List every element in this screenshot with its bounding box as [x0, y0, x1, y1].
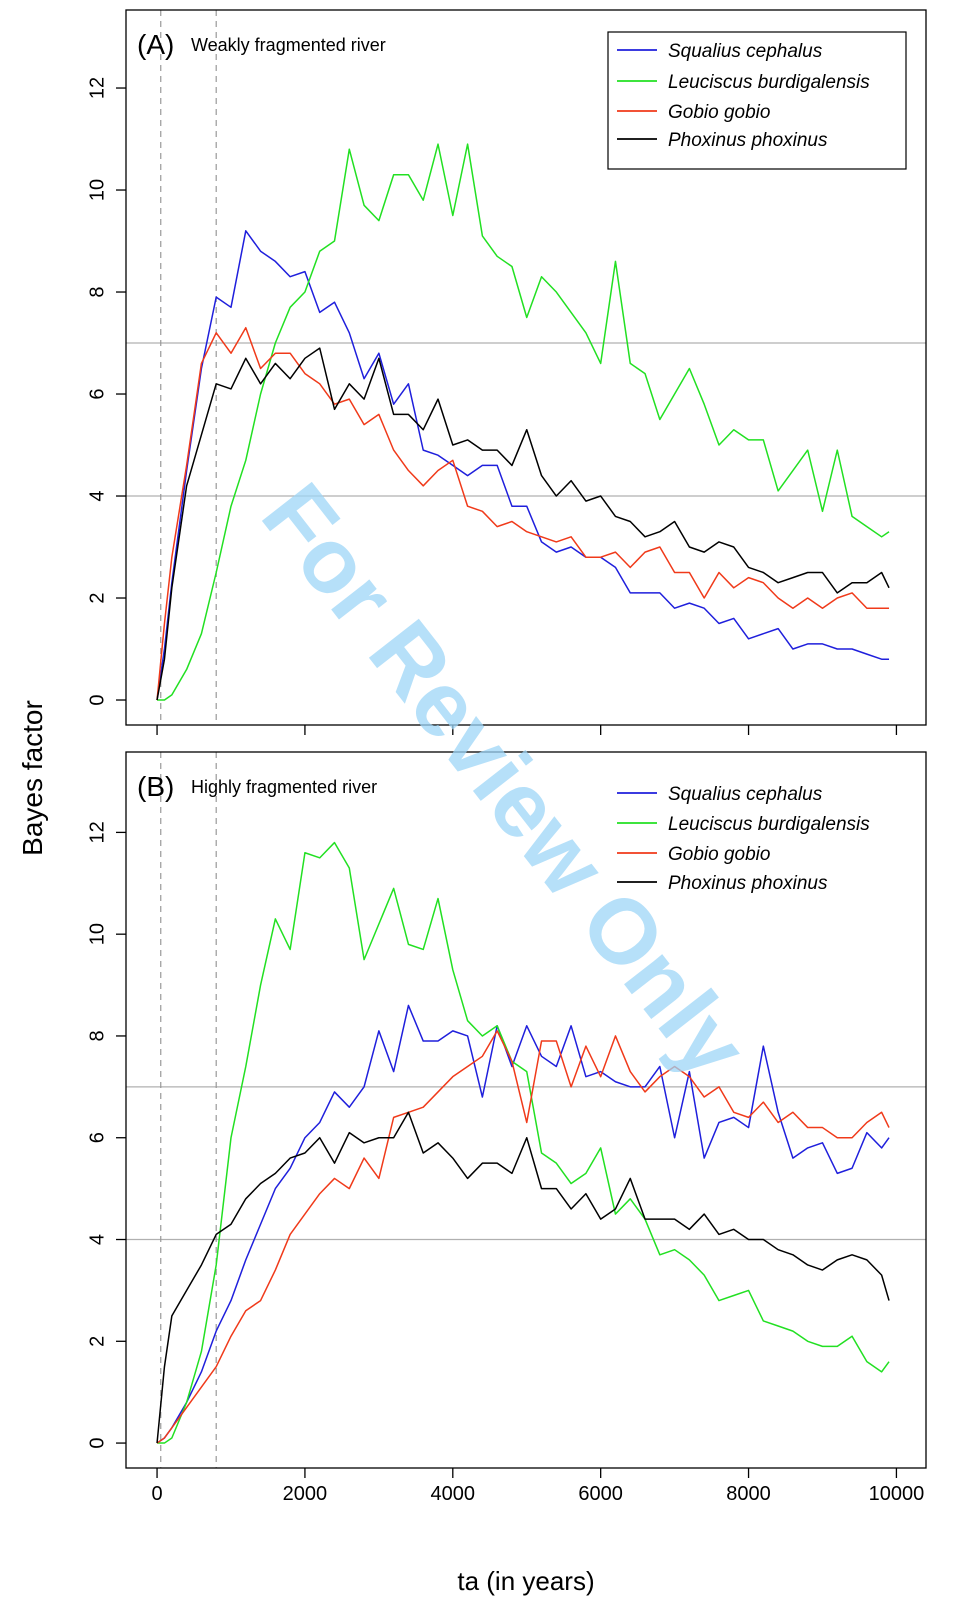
- series-line: [156, 1004, 890, 1444]
- legend-label: Leuciscus burdigalensis: [668, 814, 870, 835]
- x-tick-label: 0: [151, 1483, 162, 1505]
- series-line: [156, 230, 890, 701]
- legend-label: Phoxinus phoxinus: [668, 873, 828, 894]
- y-tick-label: 6: [86, 1132, 108, 1143]
- x-tick-label: 8000: [726, 1483, 771, 1505]
- panel-title: Weakly fragmented river: [191, 35, 386, 55]
- plot-frame: [125, 751, 927, 1469]
- y-tick-label: 2: [86, 1336, 108, 1347]
- legend-label: Squalius cephalus: [668, 784, 823, 805]
- legend-label: Gobio gobio: [668, 844, 770, 865]
- y-tick-label: 10: [86, 923, 108, 945]
- y-tick-label: 2: [86, 592, 108, 603]
- panel-title: Highly fragmented river: [191, 777, 377, 797]
- y-tick-label: 8: [86, 286, 108, 297]
- legend-label: Gobio gobio: [668, 102, 770, 123]
- series-line: [156, 347, 890, 701]
- panel-label: (B): [137, 771, 174, 802]
- legend-label: Leuciscus burdigalensis: [668, 72, 870, 93]
- series-line: [156, 1111, 890, 1444]
- legend-label: Phoxinus phoxinus: [668, 130, 828, 151]
- y-tick-label: 8: [86, 1030, 108, 1041]
- panel-label: (A): [137, 29, 174, 60]
- y-tick-label: 0: [86, 1438, 108, 1449]
- y-axis-label: Bayes factor: [17, 700, 48, 856]
- y-tick-label: 4: [86, 490, 108, 501]
- legend-label: Squalius cephalus: [668, 41, 823, 62]
- y-tick-label: 12: [86, 77, 108, 99]
- plot-frame: [125, 9, 927, 726]
- y-tick-label: 4: [86, 1234, 108, 1245]
- series-line: [156, 326, 890, 701]
- y-tick-label: 6: [86, 388, 108, 399]
- y-tick-label: 0: [86, 694, 108, 705]
- y-tick-label: 10: [86, 179, 108, 201]
- x-tick-label: 4000: [431, 1483, 476, 1505]
- x-tick-label: 10000: [869, 1483, 925, 1505]
- legend-box: [607, 31, 907, 170]
- series-line: [157, 841, 890, 1444]
- y-tick-label: 12: [86, 821, 108, 843]
- x-tick-label: 2000: [283, 1483, 328, 1505]
- x-axis-label: ta (in years): [457, 1566, 594, 1596]
- series-line: [156, 1030, 890, 1444]
- series-line: [157, 143, 890, 701]
- x-tick-label: 6000: [578, 1483, 623, 1505]
